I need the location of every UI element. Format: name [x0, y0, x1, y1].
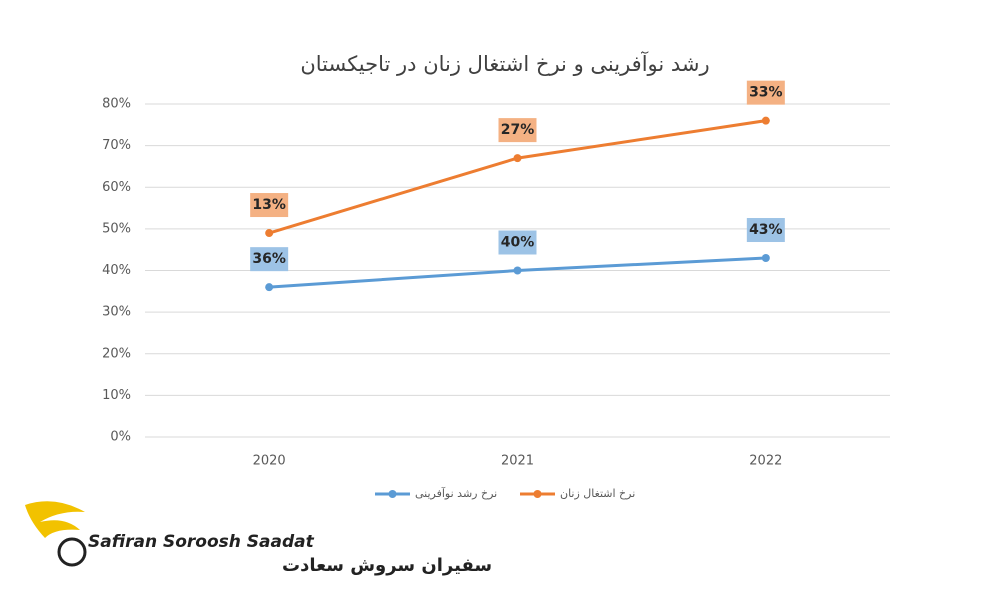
y-tick-label: 80%: [102, 97, 131, 112]
x-tick-label: 2020: [253, 454, 286, 469]
y-tick-label: 10%: [102, 388, 131, 403]
data-label-box: [250, 193, 289, 218]
legend-label: نرخ اشتغال زنان: [560, 487, 635, 500]
x-tick-label: 2022: [749, 454, 782, 469]
data-label: 36%: [252, 251, 286, 267]
data-label-box: [498, 230, 537, 255]
x-tick-label: 2021: [501, 454, 534, 469]
logo-swirl: [57, 537, 87, 567]
y-tick-label: 40%: [102, 263, 131, 278]
data-label-box: [250, 247, 289, 272]
chart-title: رشد نوآفرینی و نرخ اشتغال زنان در تاجیکس…: [300, 51, 709, 76]
y-tick-label: 70%: [102, 138, 131, 153]
y-tick-label: 60%: [102, 180, 131, 195]
y-tick-label: 30%: [102, 305, 131, 320]
data-label-box: [746, 218, 785, 243]
data-label-box: [746, 80, 785, 105]
data-label: 33%: [749, 85, 783, 101]
data-label: 13%: [252, 197, 286, 213]
data-point: [761, 254, 770, 263]
logo: Safiran Soroosh Saadat سفیران سروش سعادت: [25, 501, 492, 576]
y-tick-label: 0%: [110, 430, 131, 445]
legend-label: نرخ رشد نوآفرینی: [415, 486, 497, 500]
y-tick-label: 20%: [102, 346, 131, 361]
data-point: [761, 116, 770, 125]
logo-wing: [25, 501, 85, 538]
logo-name-en: Safiran Soroosh Saadat: [88, 532, 315, 552]
data-point: [265, 229, 274, 238]
data-label-box: [498, 118, 537, 143]
legend-marker: [388, 490, 397, 498]
data-point: [513, 154, 522, 163]
logo-name-fa: سفیران سروش سعادت: [282, 555, 492, 576]
y-tick-label: 50%: [102, 221, 131, 236]
legend-marker: [533, 490, 542, 498]
data-point: [265, 283, 274, 292]
data-label: 40%: [501, 235, 535, 251]
data-label: 43%: [749, 222, 783, 238]
data-label: 27%: [501, 122, 535, 138]
data-point: [513, 266, 522, 275]
